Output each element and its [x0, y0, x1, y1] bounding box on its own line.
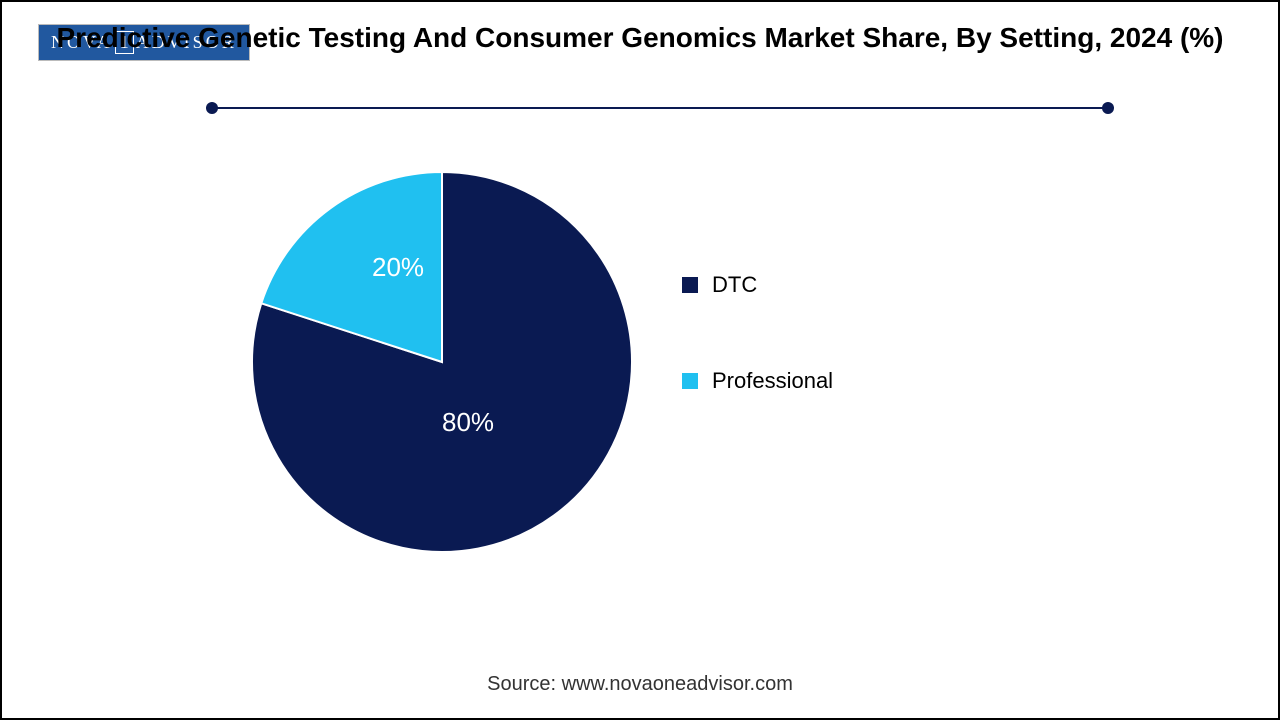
legend-swatch-dtc [682, 277, 698, 293]
source-text: Source: www.novaoneadvisor.com [2, 673, 1278, 696]
slice-label-professional: 20% [372, 252, 424, 283]
slice-label-dtc: 80% [442, 407, 494, 438]
legend-item-professional: Professional [682, 368, 833, 394]
chart-title: Predictive Genetic Testing And Consumer … [2, 20, 1278, 55]
divider-dot-right [1102, 102, 1114, 114]
legend-label-professional: Professional [712, 368, 833, 394]
divider-line [212, 107, 1108, 109]
chart-frame: NOVA 1 ADVISOR Predictive Genetic Testin… [0, 0, 1280, 720]
legend-swatch-professional [682, 373, 698, 389]
legend-label-dtc: DTC [712, 272, 757, 298]
pie-svg [252, 172, 632, 552]
pie-chart: 20% 80% [252, 172, 632, 552]
legend: DTC Professional [682, 272, 833, 464]
legend-item-dtc: DTC [682, 272, 833, 298]
title-divider [212, 102, 1108, 104]
